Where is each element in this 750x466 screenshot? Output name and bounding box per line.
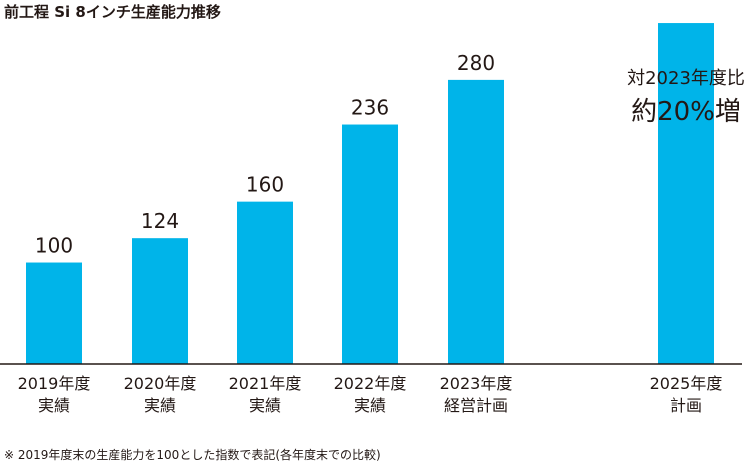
data-label-4: 280 [457,51,495,75]
data-label-0: 100 [35,234,73,258]
category-label-4-line-1: 経営計画 [444,396,508,415]
data-label-3: 236 [351,96,389,120]
bar-3 [342,124,398,364]
category-label-5-line-1: 計画 [670,396,702,415]
bar-chart: 1002019年度実績1242020年度実績1602021年度実績2362022… [0,23,745,415]
comparison-annotation-value: 約20%増 [631,97,741,127]
category-label-3-line-1: 実績 [354,396,386,415]
category-label-3-line-0: 2022年度 [334,374,407,393]
data-label-1: 124 [141,209,179,233]
category-label-1-line-0: 2020年度 [124,374,197,393]
chart-title: 前工程 Si 8インチ生産能力推移 [4,3,221,21]
bar-1 [132,238,188,364]
comparison-annotation-label: 対2023年度比 [627,68,745,89]
bar-2 [237,201,293,364]
category-label-0-line-0: 2019年度 [18,374,91,393]
data-label-2: 160 [246,173,284,197]
category-label-5-line-0: 2025年度 [650,374,723,393]
bar-5 [658,23,714,364]
category-label-1-line-1: 実績 [144,396,176,415]
bar-0 [26,262,82,364]
footnote: ※ 2019年度末の生産能力を100とした指数で表記(各年度末での比較) [4,448,381,462]
bar-4 [448,79,504,364]
category-label-0-line-1: 実績 [38,396,70,415]
category-label-2-line-0: 2021年度 [229,374,302,393]
category-label-2-line-1: 実績 [249,396,281,415]
category-label-4-line-0: 2023年度 [440,374,513,393]
